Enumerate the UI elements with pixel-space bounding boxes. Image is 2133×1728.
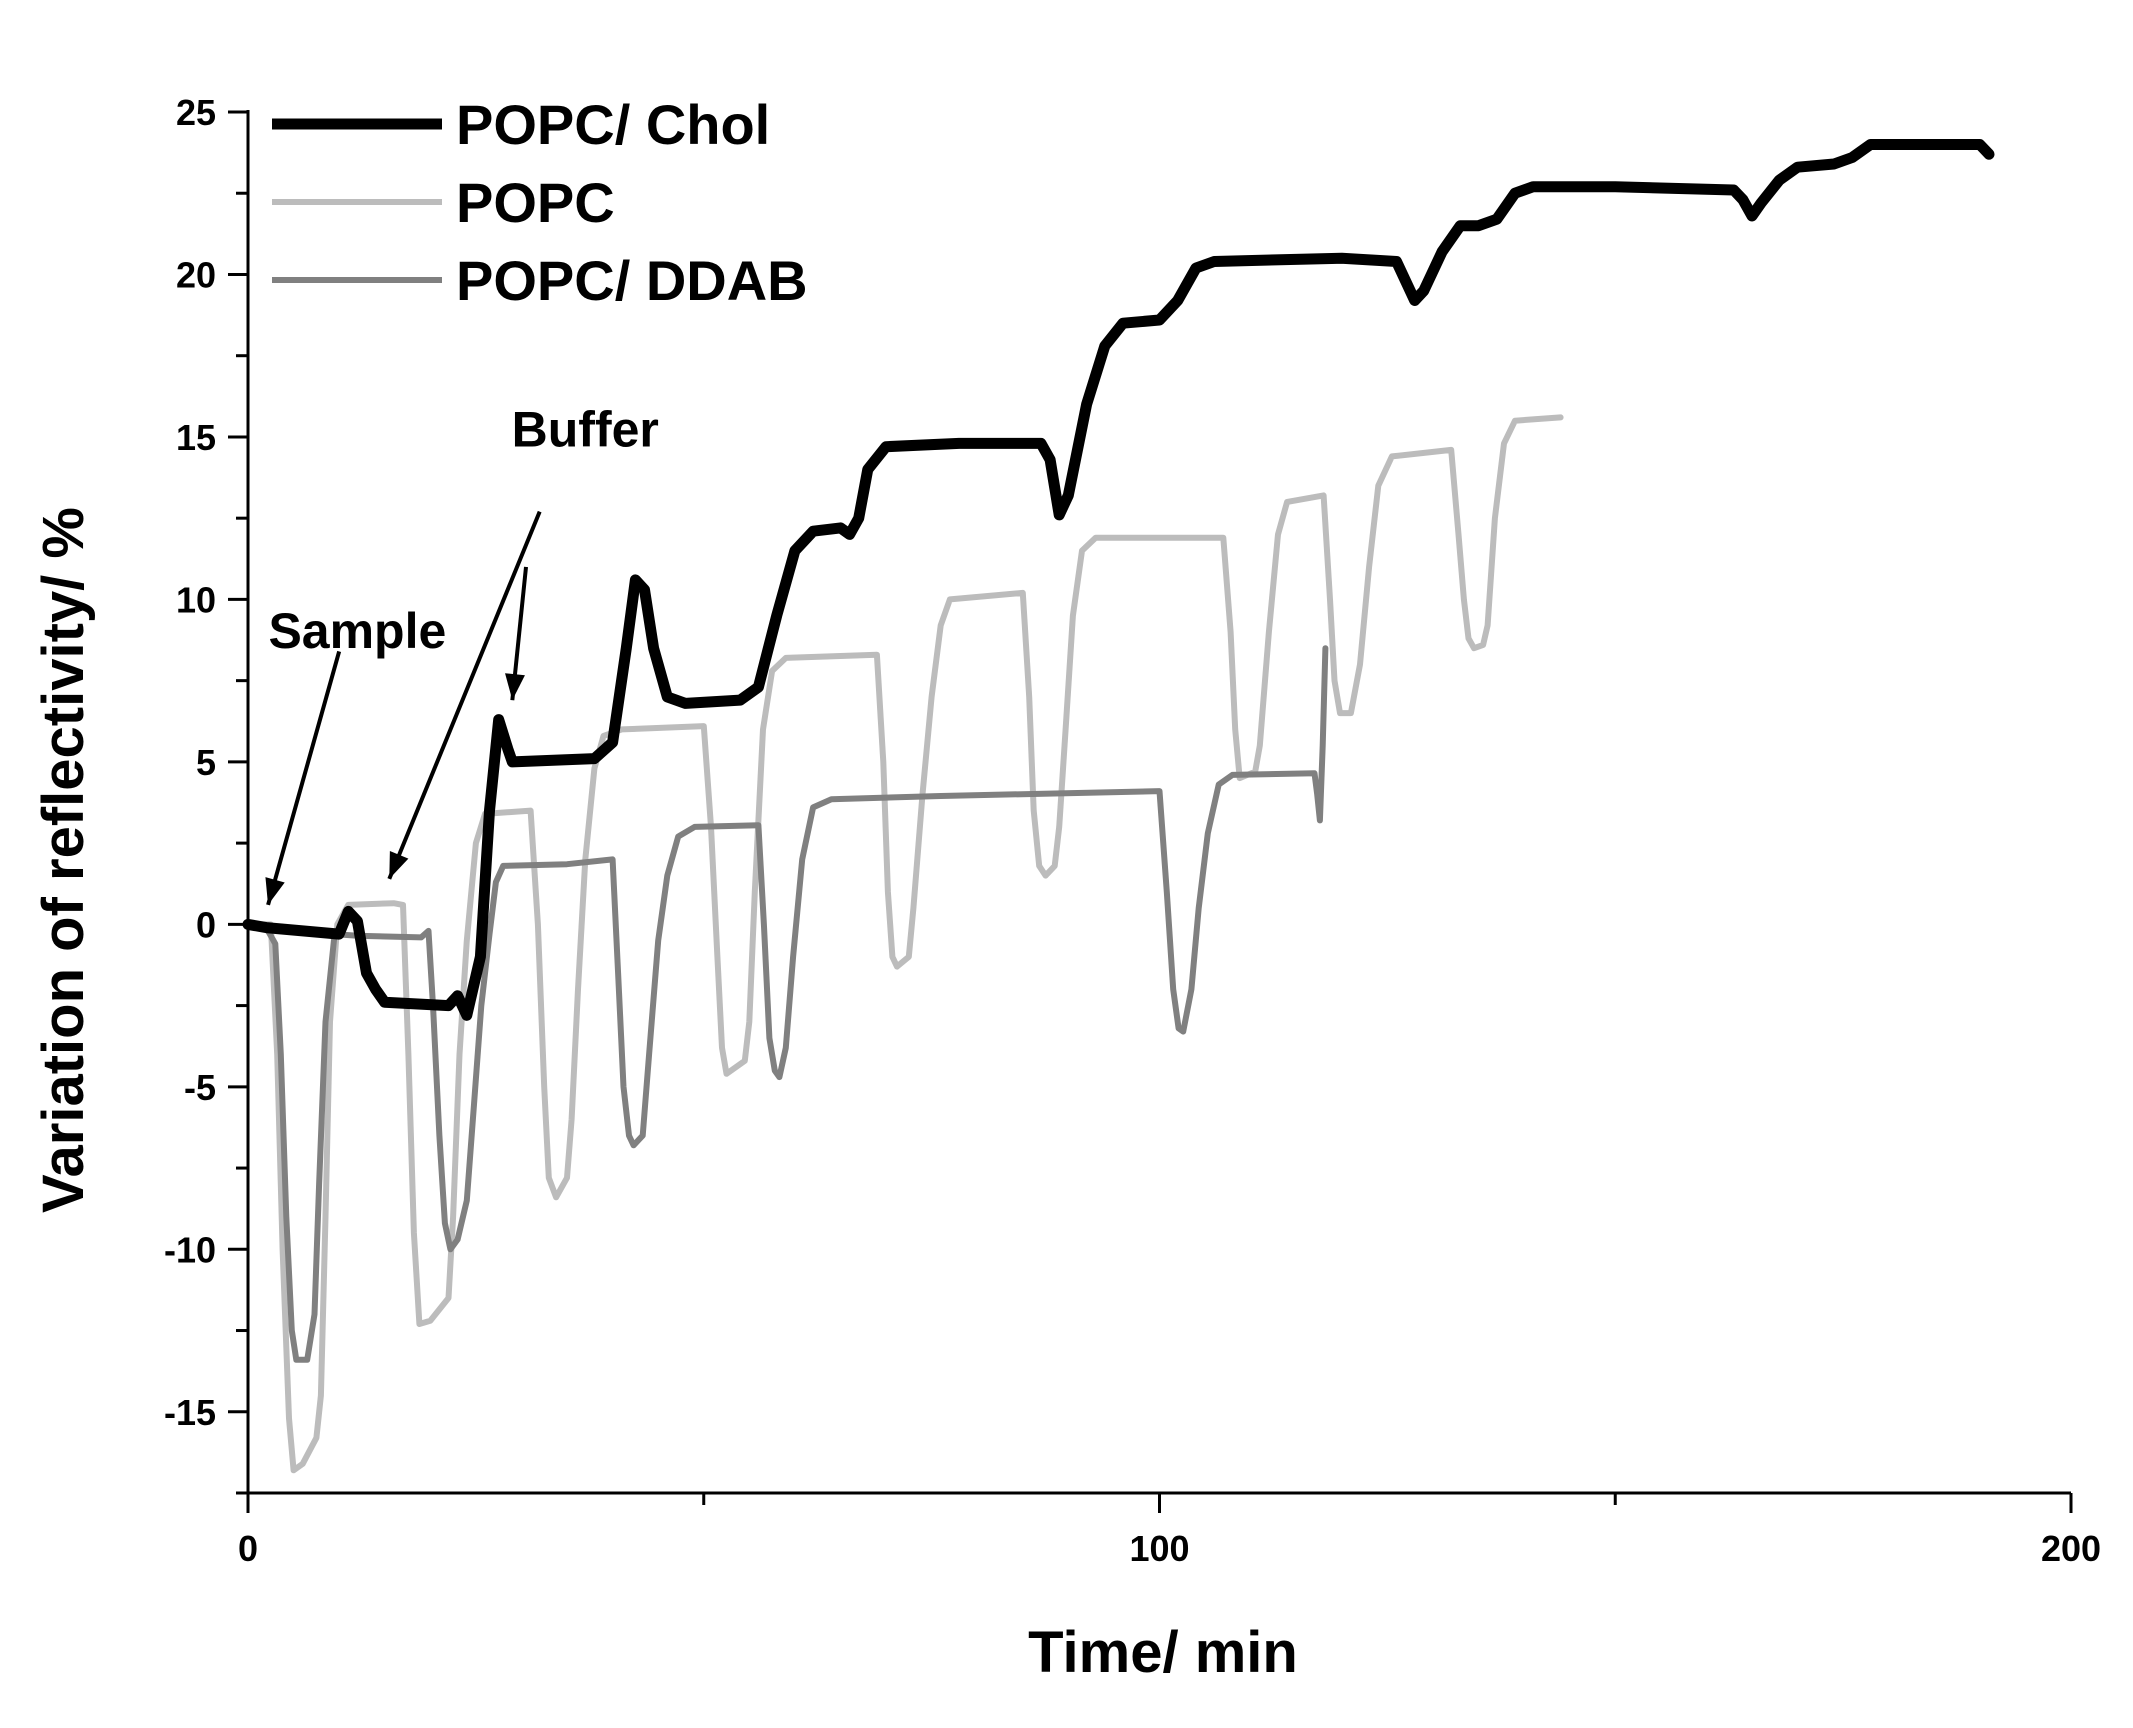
x-axis-title: Time/ min [1028, 1620, 1298, 1685]
legend-label: POPC/ Chol [456, 93, 770, 156]
legend: POPC/ Chol POPC POPC/ DDAB [272, 93, 808, 312]
y-tick-label: 5 [196, 742, 216, 783]
series-line-popc-chol [242, 139, 1995, 1021]
annotation-label-sample: Sample [268, 603, 446, 659]
y-axis-title: Variation of reflectivity/ % [31, 507, 96, 1213]
y-tick-label: 0 [196, 904, 216, 945]
y-tick-label: -15 [164, 1392, 216, 1433]
series-line-popc [245, 414, 1564, 1474]
y-tick-label: 20 [176, 254, 216, 295]
legend-label: POPC/ DDAB [456, 249, 808, 312]
y-tick-label: -5 [184, 1067, 216, 1108]
series-layer [242, 139, 1995, 1474]
annotation-arrowhead [505, 673, 525, 701]
legend-label: POPC [456, 171, 615, 234]
annotations: Sample Buffer [265, 402, 659, 906]
annotation-arrow-shaft [266, 650, 342, 906]
y-tick-label: 25 [176, 92, 216, 133]
x-tick-label: 100 [1129, 1528, 1189, 1569]
x-tick-label: 200 [2041, 1528, 2101, 1569]
annotation-arrowhead [389, 851, 409, 879]
annotation-arrowhead [265, 877, 285, 905]
series-line-popc-ddab [245, 645, 1329, 1363]
y-tick-label: -10 [164, 1229, 216, 1270]
axes: -15 -10 -5 0 5 10 15 20 25 0 100 200 [164, 92, 2101, 1569]
x-tick-label: 0 [238, 1528, 258, 1569]
y-tick-label: 10 [176, 579, 216, 620]
annotation-arrow-shaft [387, 510, 542, 880]
annotation-label-buffer: Buffer [512, 402, 659, 458]
y-tick-label: 15 [176, 417, 216, 458]
